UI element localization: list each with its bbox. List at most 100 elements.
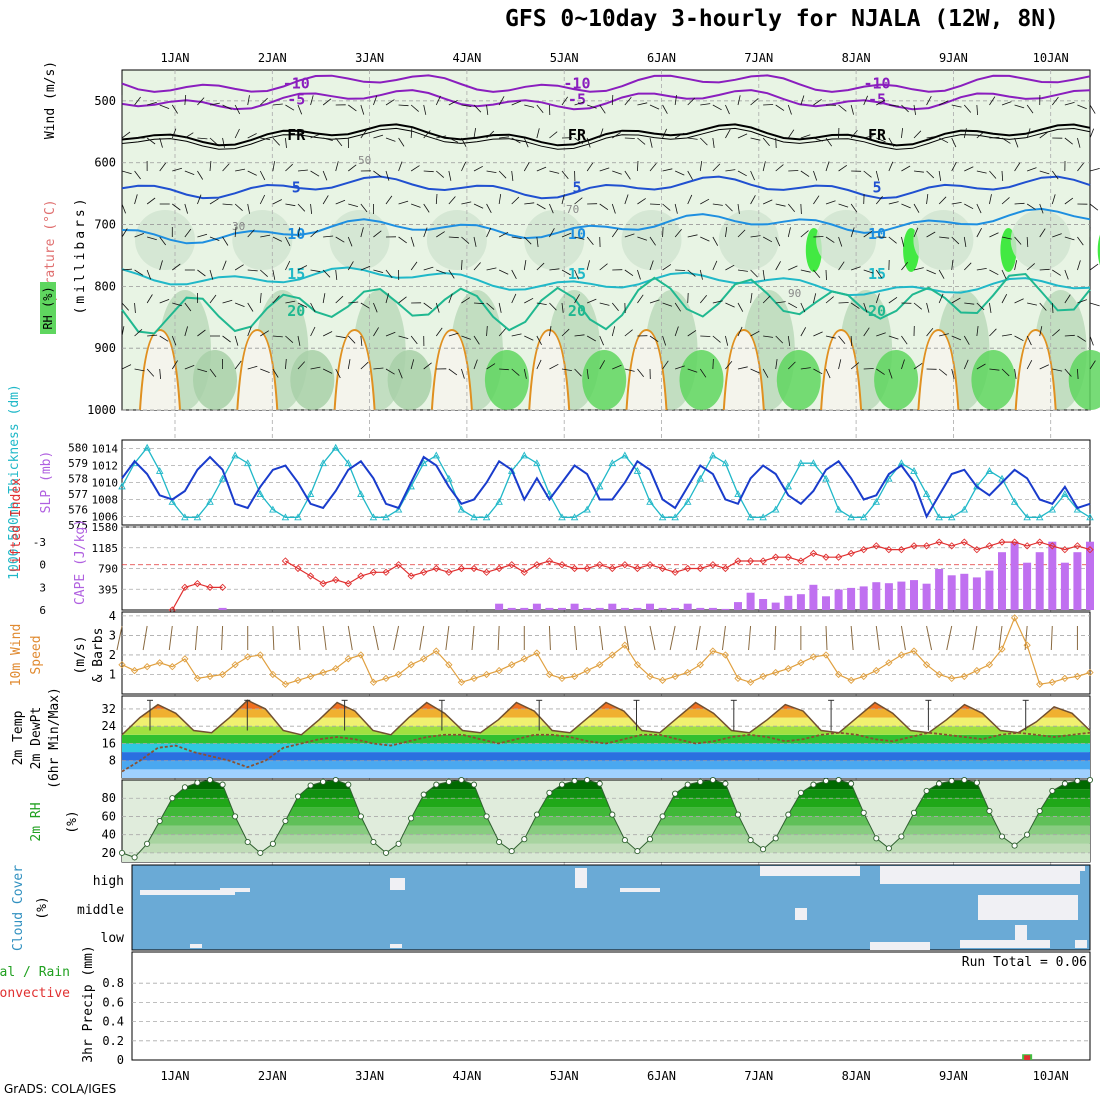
cape-bar xyxy=(545,608,553,610)
rh-point xyxy=(1087,777,1092,782)
rh-point xyxy=(874,836,879,841)
cloud-clear-area xyxy=(795,908,807,920)
wind-label-4: & Barbs xyxy=(91,628,106,683)
rh-point xyxy=(698,779,703,784)
thickness-tick-label: 580 xyxy=(68,442,88,455)
upper-wind-barb xyxy=(1090,129,1094,138)
cape-bar xyxy=(533,604,541,610)
rh-point xyxy=(333,777,338,782)
wind-label-2: Speed xyxy=(29,635,44,674)
precip-tick-label: 0 xyxy=(117,1053,124,1067)
cape-bar xyxy=(1036,552,1044,610)
bottom-day-label: 6JAN xyxy=(647,1069,676,1083)
rh-point xyxy=(446,779,451,784)
temperature-contour-label: -5 xyxy=(568,91,586,109)
upper-wind-barb xyxy=(839,303,849,304)
cape-bar xyxy=(696,608,704,610)
upper-wind-barb xyxy=(1090,168,1100,171)
temperature-contour-label: 20 xyxy=(568,302,586,320)
rh-point xyxy=(836,777,841,782)
li-tick-label: -3 xyxy=(33,536,46,549)
rh-tick-label: 60 xyxy=(102,809,116,823)
upper-label-rh: RH (%) xyxy=(41,286,55,329)
upper-label-wind: Wind (m/s) xyxy=(43,61,58,139)
rh-point xyxy=(773,836,778,841)
cape-bar xyxy=(872,582,880,610)
rh-contour-label: 50 xyxy=(358,154,371,167)
precip-label-convective: Convective xyxy=(0,986,70,1001)
rh-point xyxy=(371,839,376,844)
rh-point xyxy=(735,812,740,817)
slp-tick-label: 1010 xyxy=(92,477,119,490)
cape-bar xyxy=(998,552,1006,610)
cloud-level-label: middle xyxy=(77,903,124,918)
lifted-index-label: Lifted Index xyxy=(9,478,24,572)
cape-bar xyxy=(747,593,755,610)
precip-tick-label: 0.4 xyxy=(102,1015,124,1029)
rh-fill-area xyxy=(874,350,918,410)
thickness-tick-label: 576 xyxy=(68,504,88,517)
upper-wind-barb xyxy=(851,336,852,346)
rh-point xyxy=(421,792,426,797)
bottom-day-label: 9JAN xyxy=(939,1069,968,1083)
cape-bar xyxy=(219,608,227,610)
temperature-contour-label: 5 xyxy=(873,178,882,196)
upper-wind-barb xyxy=(675,270,685,271)
cloud-clear-area xyxy=(390,878,405,890)
rh-point xyxy=(220,782,225,787)
rh-point xyxy=(823,778,828,783)
wind-panel xyxy=(122,612,1090,694)
cloud-label-2: (%) xyxy=(35,896,50,919)
cape-bar xyxy=(646,604,654,610)
rh-fill-area xyxy=(388,350,432,410)
temp-tick-label: 32 xyxy=(102,702,116,716)
cloud-clear-area xyxy=(978,895,1078,920)
thickness-tick-label: 577 xyxy=(68,488,88,501)
rh-point xyxy=(1062,781,1067,786)
upper-wind-barb xyxy=(1090,336,1093,345)
cloud-clear-area xyxy=(190,944,202,948)
cape-bar xyxy=(985,571,993,610)
slp-tick-label: 1014 xyxy=(92,443,119,456)
rh-point xyxy=(534,812,539,817)
bottom-day-label: 5JAN xyxy=(550,1069,579,1083)
upper-wind-barb xyxy=(700,336,710,337)
rh-point xyxy=(132,855,137,860)
cape-bar xyxy=(721,609,729,610)
cloud-clear-area xyxy=(1075,940,1087,948)
rh-tick-label: 20 xyxy=(102,846,116,860)
precip-label-3hr: 3hr Precip (mm) xyxy=(81,945,96,1062)
top-day-label: 8JAN xyxy=(842,51,871,65)
cape-bar xyxy=(759,599,767,610)
rh-point xyxy=(660,814,665,819)
cape-bar xyxy=(809,585,817,610)
rh-fill-area xyxy=(193,350,237,410)
cape-bar xyxy=(860,586,868,610)
cloud-label-1: Cloud Cover xyxy=(11,865,26,951)
temp-tick-label: 16 xyxy=(102,736,116,750)
cape-bar xyxy=(571,604,579,610)
rh-point xyxy=(886,846,891,851)
precip-convective-bar xyxy=(1024,1055,1030,1060)
pressure-tick-label: 900 xyxy=(94,341,116,355)
precip-panel xyxy=(132,952,1090,1060)
page-title: GFS 0~10day 3-hourly for NJALA (12W, 8N) xyxy=(505,6,1059,32)
cape-tick-label: 1185 xyxy=(92,542,119,555)
rh-point xyxy=(522,837,527,842)
pressure-tick-label: 1000 xyxy=(87,403,116,417)
cloud-clear-area xyxy=(960,940,1050,948)
rh-fill-area xyxy=(1011,210,1071,270)
rh-point xyxy=(748,838,753,843)
wind-tick-label: 4 xyxy=(109,609,116,623)
rh-point xyxy=(233,814,238,819)
footer-credit: GrADS: COLA/IGES xyxy=(4,1082,116,1096)
cape-bar xyxy=(1073,552,1081,610)
cape-bar xyxy=(885,583,893,610)
top-day-label: 9JAN xyxy=(939,51,968,65)
cape-tick-label: 1580 xyxy=(92,521,119,534)
cape-bar xyxy=(1048,542,1056,610)
top-day-label: 6JAN xyxy=(647,51,676,65)
bottom-day-label: 8JAN xyxy=(842,1069,871,1083)
rh-point xyxy=(974,780,979,785)
